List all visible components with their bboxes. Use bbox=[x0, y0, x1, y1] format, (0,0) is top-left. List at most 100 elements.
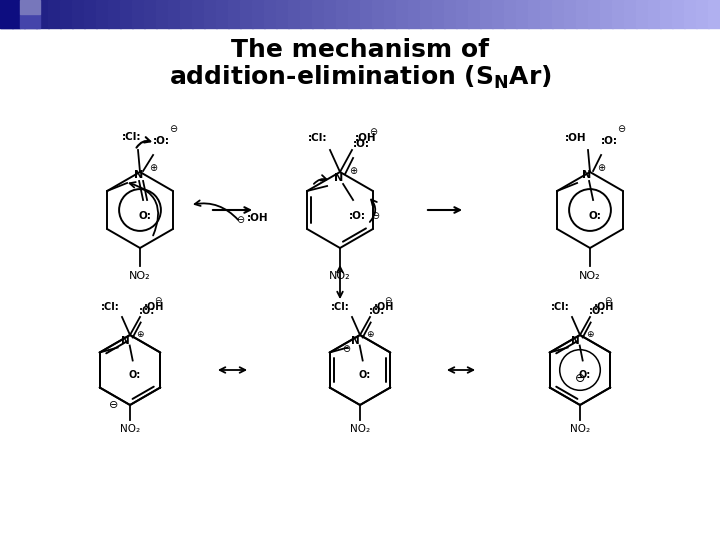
Text: ⊖: ⊖ bbox=[575, 372, 585, 384]
Text: ⊖: ⊖ bbox=[371, 211, 379, 221]
Text: N: N bbox=[351, 335, 360, 346]
Text: :O:: :O: bbox=[369, 306, 384, 315]
Bar bbox=[96, 0, 109, 28]
Text: ⊖: ⊖ bbox=[109, 400, 119, 410]
Bar bbox=[408, 0, 421, 28]
Text: :Cl:: :Cl: bbox=[551, 302, 570, 312]
Text: :Cl:: :Cl: bbox=[101, 302, 120, 312]
Text: ⊕: ⊕ bbox=[586, 330, 593, 339]
Bar bbox=[672, 0, 685, 28]
Text: :O:: :O: bbox=[353, 139, 369, 149]
Bar bbox=[516, 0, 529, 28]
Text: ⊖: ⊖ bbox=[384, 296, 392, 305]
Bar bbox=[20, 14, 40, 28]
Bar bbox=[360, 0, 373, 28]
Bar bbox=[588, 0, 601, 28]
Text: O:: O: bbox=[579, 370, 591, 381]
Bar bbox=[708, 0, 720, 28]
Bar bbox=[288, 0, 301, 28]
Bar bbox=[696, 0, 709, 28]
Text: N: N bbox=[582, 170, 592, 180]
Bar bbox=[372, 0, 385, 28]
Text: ⊖: ⊖ bbox=[236, 215, 244, 225]
Bar bbox=[0, 0, 20, 28]
Bar bbox=[72, 0, 85, 28]
Text: :Cl:: :Cl: bbox=[122, 132, 142, 142]
Bar bbox=[48, 0, 61, 28]
Bar bbox=[168, 0, 181, 28]
Text: NO₂: NO₂ bbox=[350, 424, 370, 434]
Text: N: N bbox=[121, 335, 130, 346]
Bar bbox=[180, 0, 193, 28]
Bar bbox=[432, 0, 445, 28]
Bar bbox=[300, 0, 313, 28]
Text: :Cl:: :Cl: bbox=[330, 302, 349, 312]
Bar bbox=[216, 0, 229, 28]
Text: ⊖: ⊖ bbox=[369, 127, 377, 137]
Bar bbox=[564, 0, 577, 28]
Text: :O:: :O: bbox=[600, 136, 618, 146]
Bar bbox=[528, 0, 541, 28]
Bar bbox=[312, 0, 325, 28]
Bar bbox=[660, 0, 673, 28]
Bar bbox=[396, 0, 409, 28]
Bar bbox=[324, 0, 337, 28]
Bar bbox=[12, 0, 25, 28]
Bar bbox=[552, 0, 565, 28]
Text: :OH: :OH bbox=[247, 213, 269, 223]
Bar bbox=[480, 0, 493, 28]
Text: NO₂: NO₂ bbox=[129, 271, 150, 281]
Bar bbox=[444, 0, 457, 28]
Text: :OH: :OH bbox=[594, 302, 614, 312]
Text: :Cl:: :Cl: bbox=[308, 133, 328, 143]
Text: addition-elimination ($\mathbf{S_N}$Ar): addition-elimination ($\mathbf{S_N}$Ar) bbox=[168, 63, 552, 91]
Bar bbox=[456, 0, 469, 28]
Bar bbox=[108, 0, 121, 28]
Text: ⊕: ⊕ bbox=[366, 330, 374, 339]
Bar bbox=[240, 0, 253, 28]
Text: NO₂: NO₂ bbox=[329, 271, 351, 281]
Bar bbox=[252, 0, 265, 28]
Bar bbox=[348, 0, 361, 28]
Bar bbox=[576, 0, 589, 28]
Text: :OH: :OH bbox=[355, 133, 377, 143]
Text: O:: O: bbox=[129, 370, 141, 381]
Bar bbox=[264, 0, 277, 28]
Text: :O:: :O: bbox=[348, 211, 366, 221]
Text: ⊕: ⊕ bbox=[149, 163, 157, 173]
Bar bbox=[0, 0, 13, 28]
Bar bbox=[120, 0, 133, 28]
Bar bbox=[144, 0, 157, 28]
Text: O:: O: bbox=[139, 211, 151, 221]
Text: ⊕: ⊕ bbox=[597, 163, 605, 173]
Text: :O:: :O: bbox=[153, 136, 170, 146]
Bar bbox=[204, 0, 217, 28]
Bar bbox=[20, 0, 40, 14]
Bar bbox=[228, 0, 241, 28]
Bar bbox=[384, 0, 397, 28]
Text: :OH: :OH bbox=[374, 302, 394, 312]
Bar bbox=[636, 0, 649, 28]
Text: N: N bbox=[335, 173, 343, 183]
Bar bbox=[540, 0, 553, 28]
Bar bbox=[684, 0, 697, 28]
Text: :OH: :OH bbox=[565, 133, 587, 143]
Bar bbox=[336, 0, 349, 28]
Bar bbox=[36, 0, 49, 28]
Text: ⊖: ⊖ bbox=[604, 296, 611, 305]
Bar bbox=[156, 0, 169, 28]
Text: O:: O: bbox=[589, 211, 601, 221]
Text: ⊕: ⊕ bbox=[349, 166, 357, 176]
Bar bbox=[504, 0, 517, 28]
Text: NO₂: NO₂ bbox=[570, 424, 590, 434]
Text: NO₂: NO₂ bbox=[120, 424, 140, 434]
Text: The mechanism of: The mechanism of bbox=[231, 38, 489, 62]
Bar bbox=[420, 0, 433, 28]
Text: ⊖: ⊖ bbox=[617, 124, 625, 134]
Bar bbox=[24, 0, 37, 28]
Text: ⊖: ⊖ bbox=[169, 124, 177, 134]
Bar bbox=[60, 0, 73, 28]
Bar bbox=[192, 0, 205, 28]
Bar bbox=[492, 0, 505, 28]
Text: N: N bbox=[135, 170, 144, 180]
